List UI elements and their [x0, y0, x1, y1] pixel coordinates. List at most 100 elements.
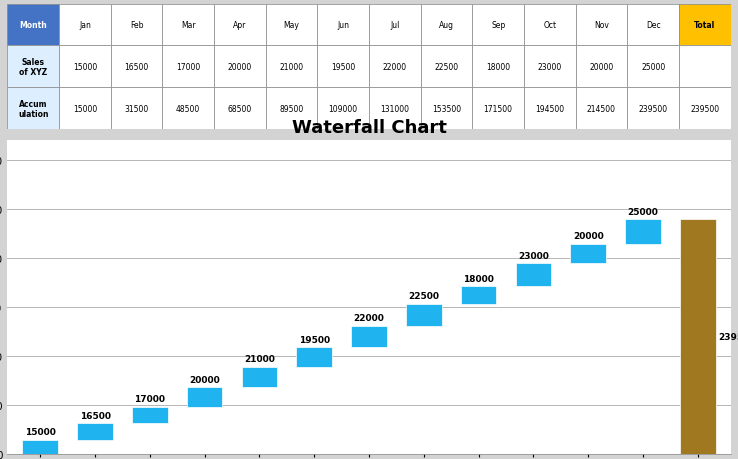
Text: 23000: 23000	[518, 252, 549, 260]
Bar	[570, 244, 606, 264]
Bar	[576, 46, 627, 88]
Text: 21000: 21000	[244, 354, 275, 364]
Bar	[162, 5, 214, 46]
Text: 153500: 153500	[432, 105, 461, 113]
Bar	[111, 88, 162, 130]
Text: 214500: 214500	[587, 105, 616, 113]
Bar	[351, 326, 387, 347]
Bar	[132, 407, 168, 424]
Text: 31500: 31500	[125, 105, 148, 113]
Bar	[524, 88, 576, 130]
Bar	[472, 5, 524, 46]
Title: Waterfall Chart: Waterfall Chart	[292, 119, 446, 137]
Text: 22000: 22000	[354, 313, 384, 323]
Text: 23000: 23000	[538, 63, 562, 72]
Text: 22500: 22500	[435, 63, 458, 72]
Text: Month: Month	[19, 21, 47, 30]
Bar	[472, 46, 524, 88]
Bar	[317, 5, 369, 46]
Text: 15000: 15000	[25, 427, 55, 437]
Text: 20000: 20000	[590, 63, 613, 72]
Bar	[369, 46, 421, 88]
Bar	[297, 347, 332, 367]
Bar	[516, 264, 551, 286]
Bar	[187, 387, 222, 407]
Text: Dec: Dec	[646, 21, 661, 30]
Bar	[22, 440, 58, 454]
Text: 19500: 19500	[299, 335, 330, 344]
Bar	[111, 5, 162, 46]
Bar	[472, 88, 524, 130]
Text: 48500: 48500	[176, 105, 200, 113]
Text: Mar: Mar	[181, 21, 196, 30]
Text: Oct: Oct	[543, 21, 556, 30]
Bar	[7, 5, 59, 46]
Text: Jul: Jul	[390, 21, 399, 30]
Text: 19500: 19500	[331, 63, 355, 72]
Text: 20000: 20000	[228, 63, 252, 72]
Bar	[524, 5, 576, 46]
Bar	[680, 220, 716, 454]
Bar	[266, 46, 317, 88]
Text: 171500: 171500	[483, 105, 513, 113]
Text: 22500: 22500	[408, 291, 439, 301]
Bar	[214, 88, 266, 130]
Bar	[214, 5, 266, 46]
Text: 239500: 239500	[690, 105, 720, 113]
Bar	[679, 5, 731, 46]
Text: 20000: 20000	[573, 232, 604, 241]
Text: May: May	[283, 21, 300, 30]
Text: 25000: 25000	[627, 207, 658, 216]
Text: 89500: 89500	[280, 105, 303, 113]
Text: 17000: 17000	[134, 394, 165, 403]
Text: 239500: 239500	[638, 105, 668, 113]
Text: 16500: 16500	[80, 411, 111, 420]
Bar	[406, 304, 441, 326]
Bar	[162, 88, 214, 130]
Text: 15000: 15000	[73, 63, 97, 72]
Bar	[162, 46, 214, 88]
Text: 18000: 18000	[486, 63, 510, 72]
Text: 17000: 17000	[176, 63, 200, 72]
Bar	[7, 88, 59, 130]
Bar	[59, 5, 111, 46]
Text: 20000: 20000	[189, 375, 220, 384]
Bar	[266, 5, 317, 46]
Bar	[576, 5, 627, 46]
Text: Jun: Jun	[337, 21, 349, 30]
Bar	[524, 46, 576, 88]
Text: Feb: Feb	[130, 21, 143, 30]
Text: Apr: Apr	[233, 21, 246, 30]
Text: Sales
of XYZ: Sales of XYZ	[19, 57, 47, 77]
Text: 25000: 25000	[641, 63, 665, 72]
Text: 18000: 18000	[463, 274, 494, 283]
Bar	[317, 46, 369, 88]
Bar	[59, 88, 111, 130]
Bar	[77, 424, 113, 440]
Text: 22000: 22000	[383, 63, 407, 72]
Bar	[576, 88, 627, 130]
Bar	[421, 46, 472, 88]
Bar	[369, 88, 421, 130]
Bar	[627, 46, 679, 88]
Bar	[679, 46, 731, 88]
Text: 68500: 68500	[228, 105, 252, 113]
Bar	[627, 88, 679, 130]
Text: Accum
ulation: Accum ulation	[18, 100, 49, 119]
Text: 131000: 131000	[380, 105, 410, 113]
Bar	[59, 46, 111, 88]
Bar	[111, 46, 162, 88]
Bar	[317, 88, 369, 130]
Bar	[266, 88, 317, 130]
Bar	[241, 367, 277, 387]
Text: 16500: 16500	[125, 63, 148, 72]
Text: 109000: 109000	[328, 105, 358, 113]
Text: 194500: 194500	[535, 105, 565, 113]
Text: Nov: Nov	[594, 21, 609, 30]
Bar	[625, 220, 661, 244]
Text: Sep: Sep	[491, 21, 506, 30]
Bar	[679, 88, 731, 130]
Bar	[627, 5, 679, 46]
Text: 15000: 15000	[73, 105, 97, 113]
Bar	[7, 46, 59, 88]
